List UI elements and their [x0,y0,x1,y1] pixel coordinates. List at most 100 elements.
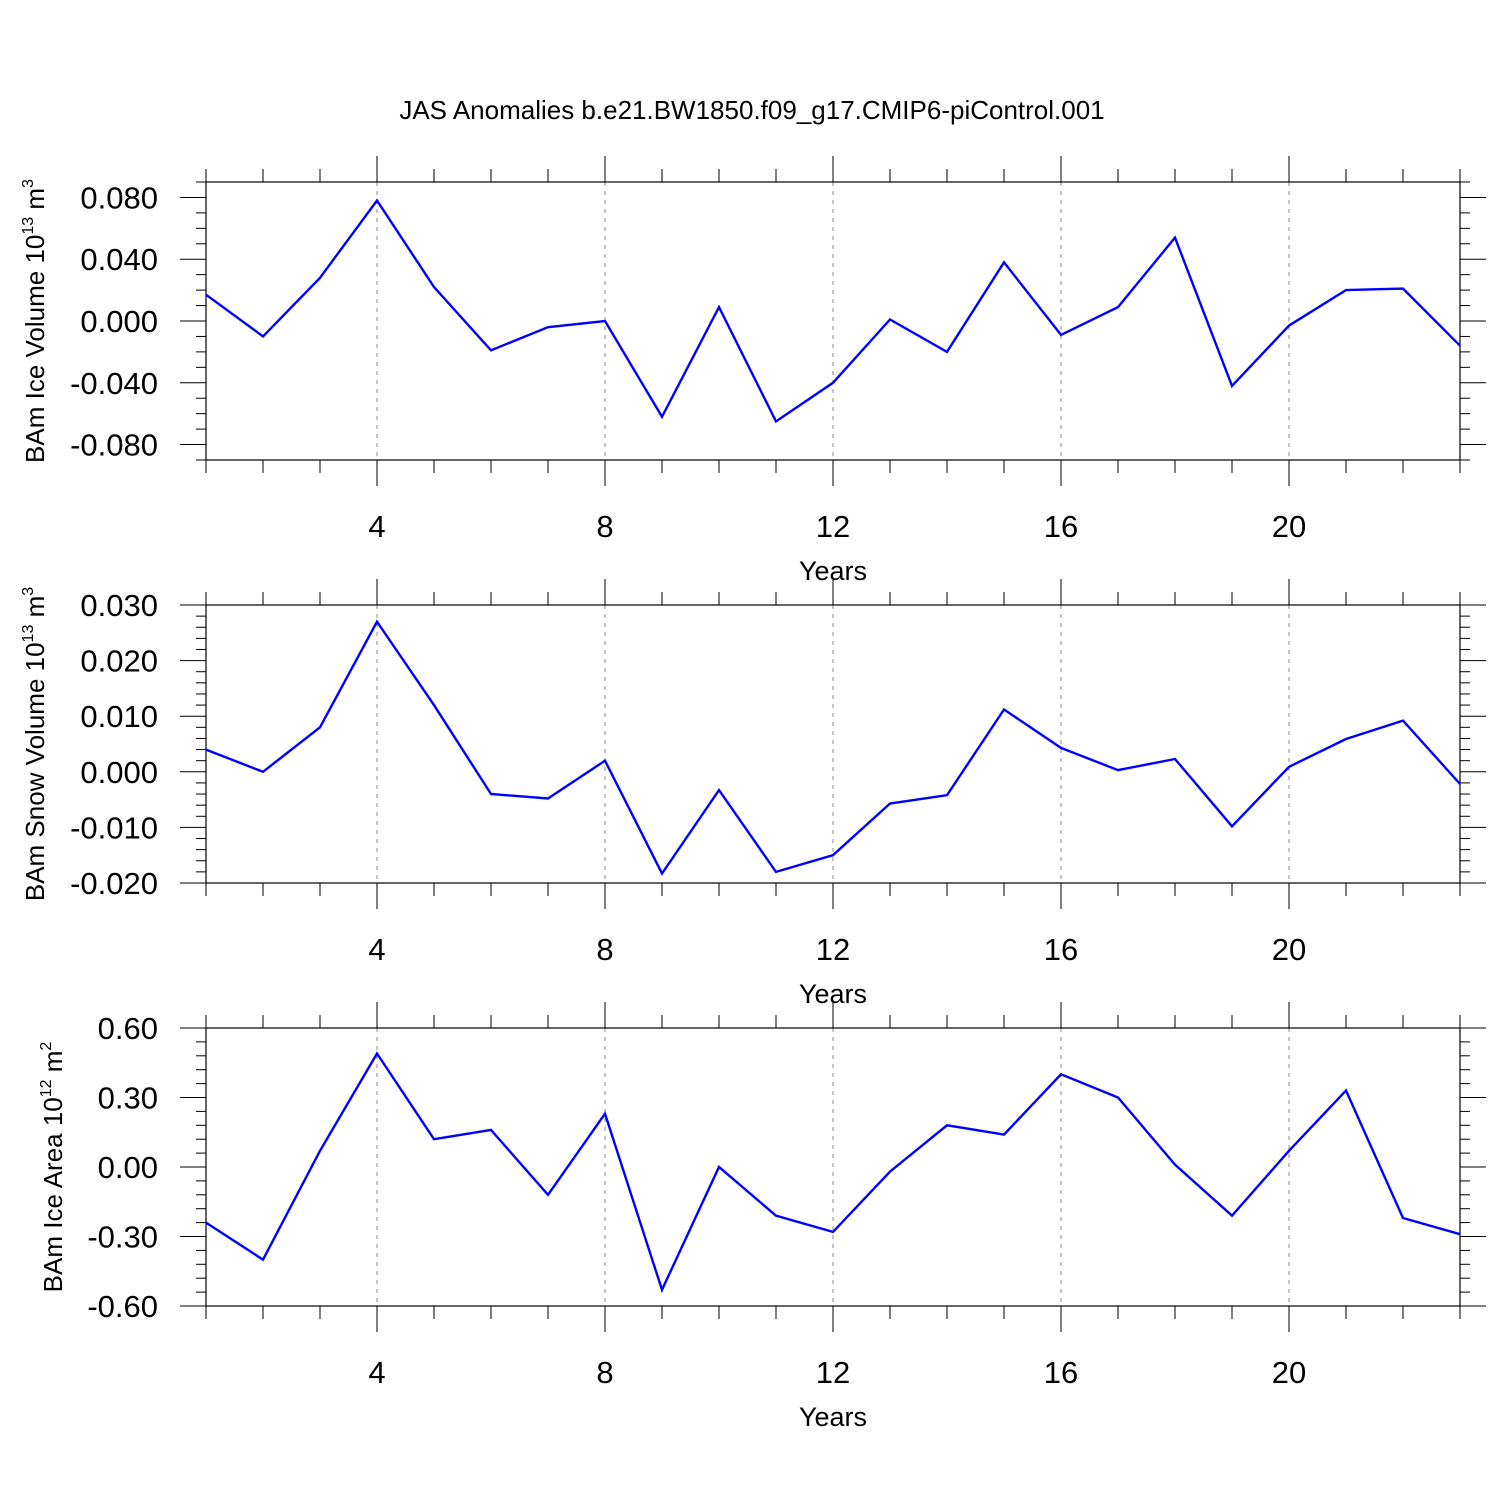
data-point [775,871,777,873]
panel-1: 4 8 12 16 20-0.080-0.0400.0000.0400.080Years… [20,156,1486,586]
x-tick-label: 20 [1272,1355,1306,1390]
y-tick-label: 0.040 [80,242,158,277]
data-point [832,382,834,384]
data-point [376,199,378,202]
data-point [319,726,321,728]
y-tick-label: 0.080 [80,180,158,215]
data-point [1288,1150,1290,1152]
data-point [547,1194,549,1196]
y-tick-label: 0.020 [80,644,158,679]
x-tick-label: 8 [596,1355,613,1390]
y-axis-label: BAm Ice Area 1012 m2 [38,1042,68,1293]
y-tick-label: -0.040 [70,366,158,401]
data-point [1117,1096,1119,1099]
data-point [433,704,435,706]
x-tick-label: 16 [1044,932,1078,967]
data-point [205,748,207,751]
data-point [205,294,207,296]
x-tick-label: 20 [1272,509,1306,544]
data-point [1345,289,1347,291]
panels: 4 8 12 16 20 -0.080 -0.040 0.000 0.040 0.080 Years… [20,156,1486,1432]
data-point [1402,1217,1404,1219]
data-point [1003,261,1005,263]
y-label-exponent: 12 [38,1079,55,1097]
data-point [604,320,606,322]
data-point [775,1215,777,1217]
data-point [1288,325,1290,327]
data-point [661,1289,663,1291]
data-point [604,1113,606,1115]
data-point [1345,1089,1347,1092]
data-point [1060,1073,1062,1075]
data-point [1231,825,1233,827]
data-point [946,1124,948,1126]
data-point [718,306,720,308]
data-point [262,771,264,773]
y-label-exponent: 13 [20,217,37,235]
data-point [1003,1133,1005,1136]
data-point [205,1222,207,1224]
x-tick-label: 16 [1044,509,1078,544]
data-point [1174,1164,1176,1166]
y-label-unit: m [38,1051,68,1080]
x-tick-label: 12 [816,509,850,544]
y-label-exponent: 13 [20,625,37,643]
data-point [1174,758,1176,760]
data-point [661,416,663,418]
data-point [832,854,834,856]
x-tick-label: 16 [1044,1355,1078,1390]
panel-2: 4 8 12 16 20 -0.020 -0.010 0.000 0.010 0.020 0.030… [20,579,1486,1009]
y-tick-label: 0.30 [98,1081,158,1116]
data-point [1117,769,1119,771]
data-point [889,802,891,805]
data-point [1459,345,1461,347]
y-label-unit: m [20,188,50,217]
y-tick-label: -0.010 [70,810,158,845]
y-axis-label: BAm Ice Volume 1013 m3 [20,179,50,463]
data-point [604,760,606,762]
plot-frame [205,181,1461,461]
plot-frame [205,604,1461,884]
data-point [547,326,549,328]
y-tick-label: 0.030 [80,588,158,623]
x-tick-label: 12 [816,932,850,967]
x-tick-label: 12 [816,1355,850,1390]
data-point [319,277,321,279]
data-point [547,797,549,800]
data-point [1117,306,1119,308]
y-tick-label: 0.00 [98,1150,158,1185]
y-tick-label: 0.010 [80,699,158,734]
x-tick-label: 4 [368,1355,385,1390]
data-point [319,1150,321,1152]
data-point [1174,237,1176,239]
data-point [1402,287,1404,290]
data-point [1345,738,1347,740]
data-point [262,335,264,338]
x-tick-label: 8 [596,932,613,967]
data-point [376,1052,378,1055]
data-point [832,1231,834,1233]
data-point [718,789,720,791]
y-tick-label: -0.020 [70,866,158,901]
x-axis-label: Years [799,1402,867,1432]
data-point [1402,720,1404,722]
data-point [1060,747,1062,749]
y-tick-label: -0.080 [70,428,158,463]
data-point [718,1166,720,1168]
x-tick-label: 20 [1272,932,1306,967]
y-axis-label: BAm Snow Volume 1013 m3 [20,587,50,901]
y-label-text: BAm Snow Volume 10 [20,642,50,901]
data-point [433,1138,435,1140]
y-tick-label: 0.000 [80,755,158,790]
data-point [376,621,378,623]
y-label-unit-exponent: 2 [38,1042,55,1051]
data-point [1003,708,1005,711]
x-tick-label: 4 [368,509,385,544]
plot-frame [205,1027,1461,1307]
data-point [490,1129,492,1131]
data-point [433,286,435,288]
data-point [1288,766,1290,768]
y-label-unit-exponent: 3 [20,179,37,188]
data-point [1459,783,1461,785]
